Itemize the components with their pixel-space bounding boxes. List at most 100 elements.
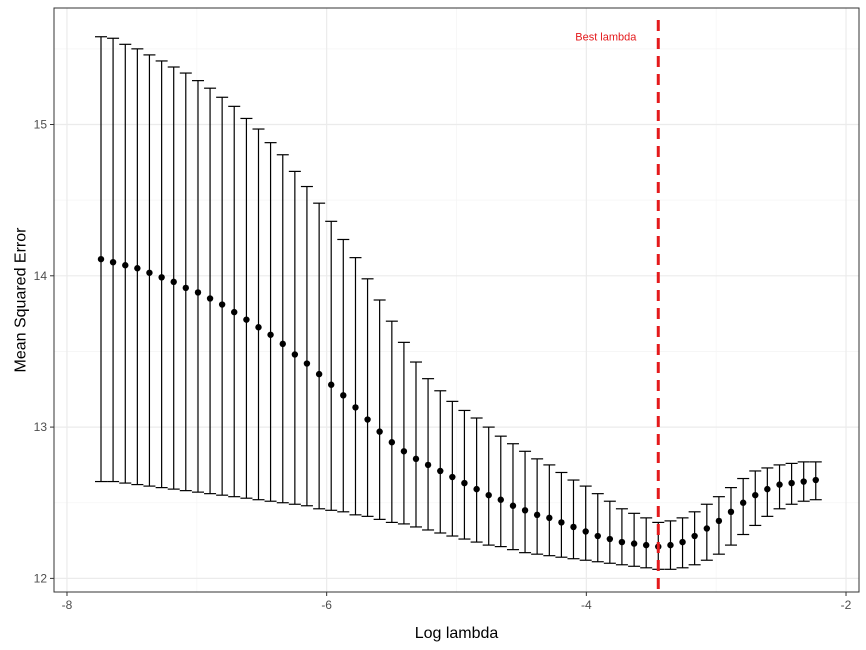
error-bar	[628, 512, 641, 567]
error-bar	[300, 185, 313, 507]
error-bar	[567, 479, 580, 560]
data-point	[594, 532, 601, 540]
x-tick-label: -2	[841, 598, 852, 612]
data-point	[727, 508, 735, 516]
data-point	[752, 491, 759, 499]
error-bar	[603, 500, 616, 564]
error-bar	[385, 320, 398, 524]
error-bar	[724, 487, 737, 546]
error-bar	[325, 220, 338, 511]
data-point	[509, 502, 517, 509]
error-bar	[228, 105, 241, 498]
data-point	[606, 535, 614, 543]
data-point	[315, 370, 323, 378]
data-point	[109, 258, 117, 266]
panel-border	[53, 7, 860, 593]
error-bar	[167, 66, 180, 490]
data-point	[558, 519, 565, 526]
error-bar	[434, 390, 447, 534]
data-point	[218, 301, 226, 308]
data-point	[703, 525, 711, 532]
data-point	[352, 404, 359, 411]
data-point	[255, 324, 262, 331]
data-point	[679, 538, 686, 546]
error-bar	[555, 471, 568, 558]
error-bar	[494, 435, 507, 548]
major-grid	[54, 8, 859, 592]
error-bar	[470, 417, 483, 543]
error-bar	[337, 238, 350, 513]
error-bar	[397, 341, 410, 525]
error-bar	[409, 361, 422, 528]
x-axis: -8 -6 -4 -2	[62, 592, 852, 612]
error-bar	[373, 299, 386, 520]
data-point	[303, 360, 311, 367]
best-lambda-label: Best lambda	[575, 32, 637, 44]
error-bar	[204, 87, 217, 495]
y-tick-label: 12	[34, 571, 48, 585]
error-bar	[288, 170, 301, 505]
y-axis-title: Mean Squared Error	[13, 227, 30, 373]
y-tick-label: 13	[34, 420, 48, 434]
data-points	[97, 255, 819, 550]
data-point	[667, 541, 674, 549]
data-point	[388, 439, 396, 446]
data-point	[630, 540, 638, 547]
data-point	[812, 476, 819, 484]
error-bar	[179, 72, 192, 492]
x-tick-label: -8	[62, 598, 73, 612]
data-point	[158, 274, 165, 281]
x-axis-title: Log lambda	[415, 625, 499, 642]
data-point	[618, 538, 626, 546]
minor-grid	[54, 8, 859, 592]
error-bar	[615, 508, 628, 566]
data-point	[437, 467, 444, 475]
data-point	[497, 496, 504, 503]
data-point	[449, 473, 456, 481]
data-point	[340, 392, 347, 399]
data-point	[691, 532, 698, 540]
data-point	[364, 416, 371, 423]
x-tick-label: -6	[321, 598, 332, 612]
data-point	[582, 528, 589, 535]
error-bar	[240, 117, 253, 499]
data-point	[122, 262, 129, 269]
data-point	[533, 511, 541, 519]
error-bar	[531, 458, 544, 555]
error-bar	[506, 443, 519, 551]
error-bar	[252, 128, 265, 501]
data-point	[243, 316, 250, 323]
error-bar	[591, 493, 604, 563]
data-point	[546, 514, 553, 522]
data-point	[412, 455, 420, 463]
data-point	[642, 541, 650, 549]
data-point	[170, 278, 177, 286]
data-point	[291, 351, 299, 358]
data-point	[521, 507, 529, 514]
y-tick-label: 14	[34, 269, 48, 283]
data-point	[739, 499, 747, 506]
error-bar	[458, 409, 471, 540]
error-bar	[216, 96, 229, 496]
error-bar	[276, 154, 289, 504]
data-point	[461, 479, 468, 487]
data-point	[231, 308, 238, 316]
error-bar	[422, 378, 435, 531]
error-bar	[361, 278, 374, 517]
data-point	[146, 269, 153, 276]
data-point	[376, 428, 383, 435]
data-point	[328, 381, 335, 388]
data-point	[776, 481, 783, 488]
error-bar	[264, 142, 277, 502]
error-bar	[700, 503, 713, 561]
x-tick-label: -4	[581, 598, 592, 612]
data-point	[473, 485, 480, 493]
data-point	[788, 479, 795, 487]
y-axis: 12 13 14 15	[34, 117, 54, 585]
error-bar	[712, 496, 725, 555]
data-point	[800, 478, 807, 485]
error-bar	[191, 80, 204, 493]
data-point	[400, 448, 408, 455]
data-point	[279, 340, 286, 348]
